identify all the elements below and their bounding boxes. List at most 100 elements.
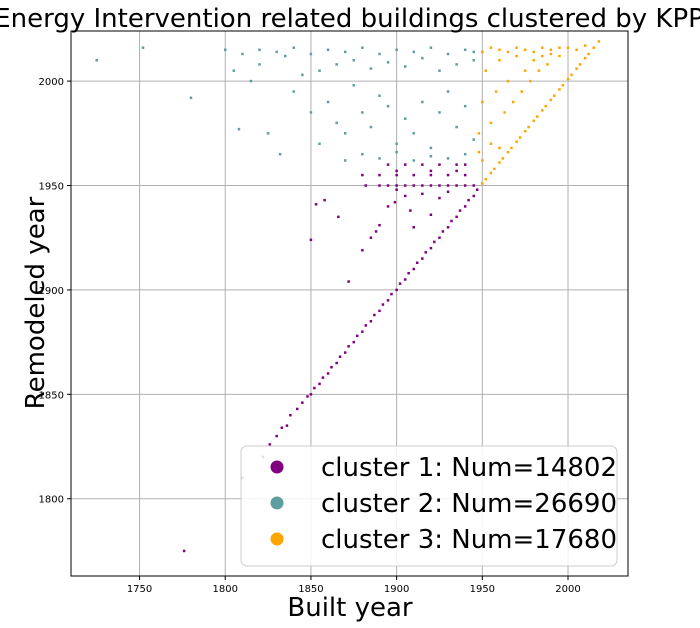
data-point	[532, 119, 535, 123]
data-point	[407, 271, 410, 275]
data-point	[292, 90, 296, 93]
data-point	[321, 376, 325, 379]
data-point	[330, 365, 333, 369]
data-point	[429, 146, 433, 150]
data-point	[455, 63, 458, 66]
data-point	[438, 111, 441, 114]
data-point	[412, 173, 416, 177]
data-point	[446, 184, 450, 187]
data-point	[421, 163, 424, 166]
data-point	[481, 100, 484, 104]
data-point	[527, 125, 530, 129]
data-point	[472, 184, 476, 187]
data-point	[481, 182, 484, 185]
data-point	[537, 69, 541, 72]
data-point	[463, 152, 467, 156]
data-point	[275, 50, 278, 54]
data-point	[223, 48, 227, 52]
data-point	[523, 129, 527, 133]
data-point	[458, 209, 462, 212]
data-point	[378, 173, 381, 177]
legend-marker	[270, 460, 284, 474]
data-point	[535, 115, 539, 118]
data-point	[386, 205, 390, 208]
data-point	[309, 393, 313, 396]
data-point	[355, 334, 359, 338]
data-point	[489, 46, 493, 49]
data-point	[481, 159, 484, 162]
data-point	[343, 132, 347, 135]
data-point	[438, 163, 441, 166]
data-point	[314, 203, 318, 206]
data-point	[566, 77, 570, 81]
legend-label: cluster 2: Num=26690	[321, 489, 617, 519]
data-point	[529, 79, 532, 83]
data-point	[361, 249, 364, 252]
data-point	[506, 150, 510, 154]
data-point	[395, 48, 398, 52]
data-point	[541, 46, 544, 49]
data-point	[455, 184, 458, 187]
grid-lines	[71, 31, 628, 576]
data-point	[566, 46, 570, 49]
data-point	[289, 413, 292, 417]
data-point	[386, 299, 390, 302]
data-point	[575, 48, 578, 52]
data-point	[412, 50, 416, 54]
data-point	[403, 65, 407, 68]
data-point	[498, 48, 501, 52]
data-point	[506, 79, 510, 83]
data-point	[549, 48, 553, 52]
data-point	[295, 407, 299, 411]
data-point	[326, 372, 330, 375]
data-point	[249, 79, 253, 83]
data-point	[258, 63, 261, 66]
legend-frame	[240, 445, 618, 567]
data-point	[583, 44, 587, 47]
data-point	[390, 292, 393, 296]
data-point	[337, 215, 340, 219]
data-point	[335, 121, 338, 125]
data-point	[403, 194, 407, 198]
data-point	[498, 161, 501, 164]
data-point	[549, 52, 553, 56]
data-point	[285, 424, 289, 427]
data-point	[409, 209, 412, 212]
data-point	[373, 313, 376, 317]
data-point	[549, 98, 553, 102]
data-point	[338, 355, 342, 358]
data-point	[343, 50, 347, 54]
x-tick-label: 1850	[298, 584, 323, 595]
data-point	[532, 58, 535, 62]
legend-item-cluster-2: cluster 2: Num=26690	[270, 489, 617, 519]
data-point	[378, 184, 381, 187]
x-tick-label: 1900	[384, 584, 409, 595]
data-point	[361, 173, 364, 177]
x-tick-label: 2000	[555, 584, 580, 595]
data-point	[283, 54, 287, 58]
series-cluster-3	[477, 40, 601, 185]
data-point	[541, 109, 544, 112]
data-point	[455, 125, 458, 129]
series-cluster-2	[95, 46, 476, 162]
data-point	[369, 236, 373, 239]
data-point	[583, 56, 587, 60]
data-point	[412, 159, 416, 162]
data-point	[275, 434, 278, 438]
data-point	[489, 142, 493, 146]
data-point	[386, 163, 390, 166]
y-tick-label: 1900	[39, 286, 64, 297]
data-point	[429, 46, 433, 49]
y-tick-label: 1850	[39, 390, 64, 401]
data-point	[309, 52, 313, 56]
data-point	[510, 146, 513, 150]
data-point	[386, 184, 390, 187]
data-point	[335, 361, 338, 365]
data-point	[395, 173, 398, 177]
data-point	[386, 61, 390, 64]
data-point	[494, 90, 498, 93]
data-point	[292, 46, 296, 49]
data-point	[395, 142, 398, 146]
data-point	[95, 58, 98, 62]
